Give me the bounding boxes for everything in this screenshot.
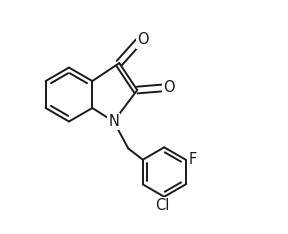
Text: N: N (108, 114, 119, 129)
Text: O: O (137, 33, 149, 48)
Text: F: F (188, 152, 196, 167)
Text: O: O (163, 80, 175, 95)
Text: Cl: Cl (155, 198, 169, 213)
